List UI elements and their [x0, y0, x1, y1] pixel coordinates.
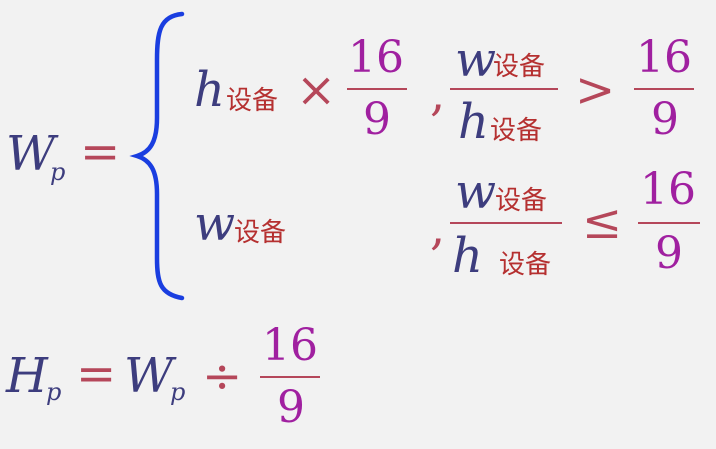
case2-cond-numerator: w — [455, 164, 497, 220]
case2-comma: , — [430, 200, 446, 256]
case1-h-subscript: 设备 — [226, 86, 279, 116]
case2-frac-numerator: 16 — [640, 164, 696, 215]
wp-subscript: p — [50, 158, 66, 186]
wp-equals: = — [80, 124, 121, 180]
wp-variable: W — [6, 126, 56, 182]
case1-cond-denominator: h — [458, 94, 489, 150]
hp-frac-numerator: 16 — [262, 320, 318, 371]
case2-frac-denominator: 9 — [655, 228, 683, 279]
case1-frac2-denominator: 9 — [651, 94, 679, 145]
case1-times: × — [296, 62, 337, 118]
case1-h: h — [194, 62, 225, 118]
hp-subscript: p — [46, 378, 62, 406]
case1-cond-bar — [450, 88, 558, 90]
case1-frac1-bar — [347, 88, 407, 90]
case2-w: w — [194, 196, 236, 252]
case1-frac1-numerator: 16 — [348, 32, 404, 83]
hp-equals: = — [76, 346, 117, 402]
hp-rhs-variable: W — [124, 348, 174, 404]
case1-frac1-denominator: 9 — [363, 94, 391, 145]
case2-cond-denominator: h — [452, 228, 483, 284]
hp-frac-bar — [260, 376, 320, 378]
case1-cond-numerator: w — [455, 32, 497, 88]
case1-cond-denominator-subscript: 设备 — [490, 116, 543, 146]
case1-comma: , — [430, 66, 446, 122]
case1-frac2-numerator: 16 — [636, 32, 692, 83]
case2-frac-bar — [638, 222, 700, 224]
hp-rhs-subscript: p — [170, 378, 186, 406]
case1-frac2-bar — [634, 88, 694, 90]
case2-less-equal: ≤ — [582, 194, 623, 250]
case2-cond-denominator-subscript: 设备 — [499, 250, 552, 280]
case1-cond-numerator-subscript: 设备 — [493, 52, 546, 82]
case2-w-subscript: 设备 — [234, 218, 287, 248]
case1-greater-than: > — [575, 62, 616, 118]
hp-frac-denominator: 9 — [277, 382, 305, 433]
hp-divide: ÷ — [202, 348, 243, 404]
case2-cond-bar — [450, 222, 562, 224]
hp-variable: H — [6, 348, 48, 404]
case2-cond-numerator-subscript: 设备 — [495, 186, 548, 216]
